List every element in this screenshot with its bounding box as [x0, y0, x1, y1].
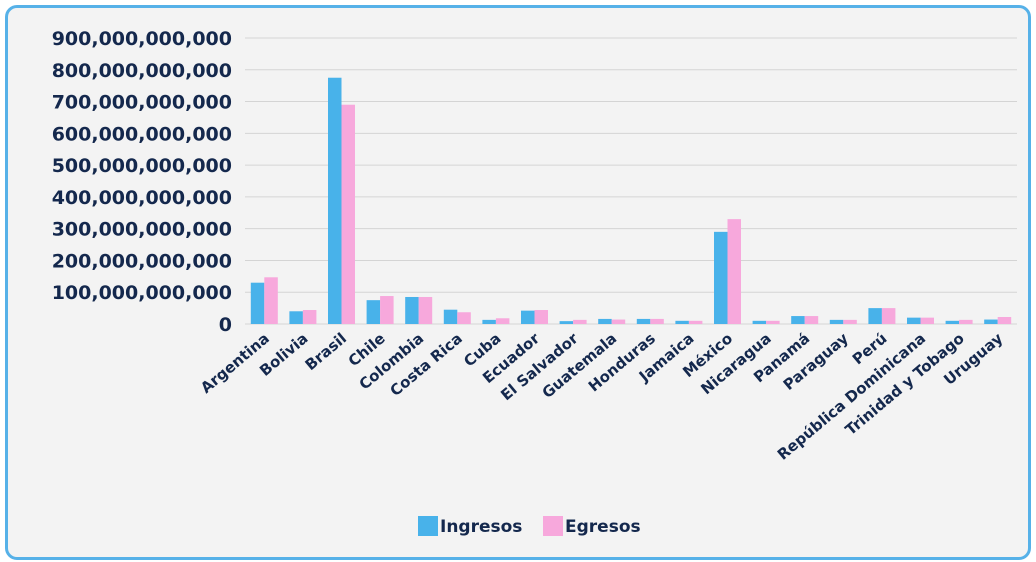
bar-egresos [688, 320, 703, 324]
bar-egresos [804, 316, 819, 324]
bar-ingresos [482, 319, 496, 324]
bar-egresos [573, 319, 587, 324]
bar-ingresos [559, 321, 574, 324]
bar-ingresos [636, 318, 651, 324]
bar-ingresos [829, 319, 844, 324]
bar-egresos [727, 219, 741, 324]
bar-ingresos [907, 317, 921, 324]
bar-ingresos [714, 231, 728, 324]
bar-egresos [495, 318, 510, 324]
y-tick-label: 400,000,000,000 [52, 187, 232, 209]
bar-ingresos [521, 310, 535, 324]
bar-egresos [920, 317, 934, 324]
bar-ingresos [868, 308, 882, 324]
y-tick-label: 0 [219, 314, 232, 336]
bar-egresos [843, 319, 857, 324]
bar-egresos [611, 319, 626, 324]
bar-ingresos [328, 77, 342, 324]
bar-ingresos [675, 320, 689, 324]
legend-label-ingresos: Ingresos [440, 517, 522, 537]
bar-egresos [380, 296, 394, 324]
bar-ingresos [598, 318, 612, 324]
y-tick-label: 700,000,000,000 [52, 92, 232, 114]
bar-egresos [418, 296, 433, 324]
bar-ingresos [443, 309, 458, 324]
bar-egresos [264, 277, 278, 324]
bar-egresos [457, 312, 471, 324]
bar-ingresos [250, 282, 265, 324]
y-tick-label: 300,000,000,000 [52, 219, 232, 241]
legend-swatch-egresos [543, 516, 563, 536]
bar-egresos [650, 318, 664, 324]
chart-frame [5, 5, 1031, 560]
bar-egresos [881, 308, 896, 324]
bar-ingresos [289, 311, 303, 324]
bar-ingresos [366, 300, 381, 324]
bar-egresos [766, 320, 780, 324]
y-tick-label: 800,000,000,000 [52, 60, 232, 82]
bar-ingresos [984, 319, 998, 324]
bar-egresos [959, 319, 973, 324]
x-category-label: Brasil [302, 329, 350, 374]
bar-ingresos [791, 316, 805, 324]
bar-ingresos [752, 320, 767, 324]
legend-label-egresos: Egresos [565, 517, 641, 537]
y-tick-label: 500,000,000,000 [52, 155, 232, 177]
bar-egresos [997, 317, 1012, 324]
y-tick-label: 200,000,000,000 [52, 250, 232, 272]
y-tick-label: 600,000,000,000 [52, 123, 232, 145]
y-tick-label: 900,000,000,000 [52, 28, 232, 50]
legend-swatch-ingresos [418, 516, 438, 536]
bar-egresos [341, 104, 355, 324]
y-tick-label: 100,000,000,000 [52, 282, 232, 304]
bar-ingresos [405, 296, 419, 324]
bar-egresos [302, 310, 317, 324]
bar-egresos [534, 310, 548, 324]
bar-ingresos [945, 320, 960, 324]
